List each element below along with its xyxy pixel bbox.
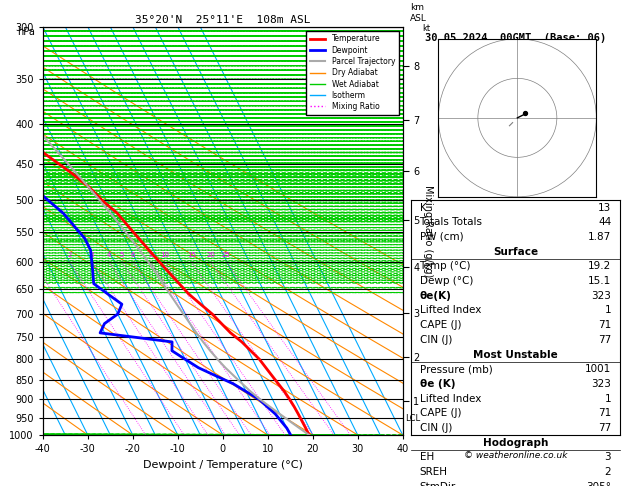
Text: 10: 10 bbox=[160, 252, 169, 258]
Text: CAPE (J): CAPE (J) bbox=[420, 320, 461, 330]
Point bbox=[520, 109, 530, 117]
Text: 44: 44 bbox=[598, 217, 611, 227]
Text: © weatheronline.co.uk: © weatheronline.co.uk bbox=[464, 451, 567, 460]
Text: 20: 20 bbox=[206, 252, 215, 258]
Text: Dewp (°C): Dewp (°C) bbox=[420, 276, 473, 286]
Text: 77: 77 bbox=[598, 423, 611, 433]
Text: Totals Totals: Totals Totals bbox=[420, 217, 482, 227]
Text: hPa: hPa bbox=[18, 27, 35, 37]
Text: km
ASL: km ASL bbox=[410, 3, 426, 23]
Text: LCL: LCL bbox=[405, 414, 420, 423]
Text: 323: 323 bbox=[591, 379, 611, 389]
Text: K: K bbox=[420, 203, 426, 212]
Text: CIN (J): CIN (J) bbox=[420, 423, 452, 433]
Text: 25: 25 bbox=[222, 252, 231, 258]
Text: StmDir: StmDir bbox=[420, 482, 456, 486]
Text: θe(K): θe(K) bbox=[420, 291, 452, 301]
Text: 323: 323 bbox=[591, 291, 611, 301]
Text: 5: 5 bbox=[120, 252, 124, 258]
Text: 8: 8 bbox=[148, 252, 153, 258]
Title: 35°20'N  25°11'E  108m ASL: 35°20'N 25°11'E 108m ASL bbox=[135, 15, 311, 25]
Text: 1001: 1001 bbox=[585, 364, 611, 374]
Text: θe (K): θe (K) bbox=[420, 379, 455, 389]
Text: 13: 13 bbox=[598, 203, 611, 212]
Text: 2: 2 bbox=[604, 467, 611, 477]
Text: 30.05.2024  00GMT  (Base: 06): 30.05.2024 00GMT (Base: 06) bbox=[425, 33, 606, 43]
Text: PW (cm): PW (cm) bbox=[420, 232, 463, 242]
Text: 1: 1 bbox=[604, 306, 611, 315]
Text: 305°: 305° bbox=[586, 482, 611, 486]
Text: Lifted Index: Lifted Index bbox=[420, 306, 481, 315]
Text: Surface: Surface bbox=[493, 247, 538, 257]
Text: Lifted Index: Lifted Index bbox=[420, 394, 481, 404]
Y-axis label: Mixing Ratio (g/kg): Mixing Ratio (g/kg) bbox=[423, 185, 433, 277]
Text: Temp (°C): Temp (°C) bbox=[420, 261, 471, 271]
Text: 71: 71 bbox=[598, 320, 611, 330]
Text: 3: 3 bbox=[90, 252, 94, 258]
Text: 71: 71 bbox=[598, 408, 611, 418]
Text: 15: 15 bbox=[187, 252, 196, 258]
Text: 3: 3 bbox=[604, 452, 611, 462]
Text: 4: 4 bbox=[106, 252, 111, 258]
Text: Hodograph: Hodograph bbox=[482, 438, 548, 448]
Text: 2: 2 bbox=[67, 252, 72, 258]
Text: CAPE (J): CAPE (J) bbox=[420, 408, 461, 418]
Text: kt: kt bbox=[423, 23, 431, 33]
Text: 77: 77 bbox=[598, 335, 611, 345]
Text: 1: 1 bbox=[604, 394, 611, 404]
Text: CIN (J): CIN (J) bbox=[420, 335, 452, 345]
Text: 1.87: 1.87 bbox=[588, 232, 611, 242]
Text: SREH: SREH bbox=[420, 467, 448, 477]
Text: Most Unstable: Most Unstable bbox=[473, 349, 558, 360]
Text: 19.2: 19.2 bbox=[588, 261, 611, 271]
Text: Pressure (mb): Pressure (mb) bbox=[420, 364, 493, 374]
Text: 6: 6 bbox=[131, 252, 135, 258]
Text: 15.1: 15.1 bbox=[588, 276, 611, 286]
X-axis label: Dewpoint / Temperature (°C): Dewpoint / Temperature (°C) bbox=[143, 460, 303, 469]
Text: EH: EH bbox=[420, 452, 434, 462]
Legend: Temperature, Dewpoint, Parcel Trajectory, Dry Adiabat, Wet Adiabat, Isotherm, Mi: Temperature, Dewpoint, Parcel Trajectory… bbox=[306, 31, 399, 115]
